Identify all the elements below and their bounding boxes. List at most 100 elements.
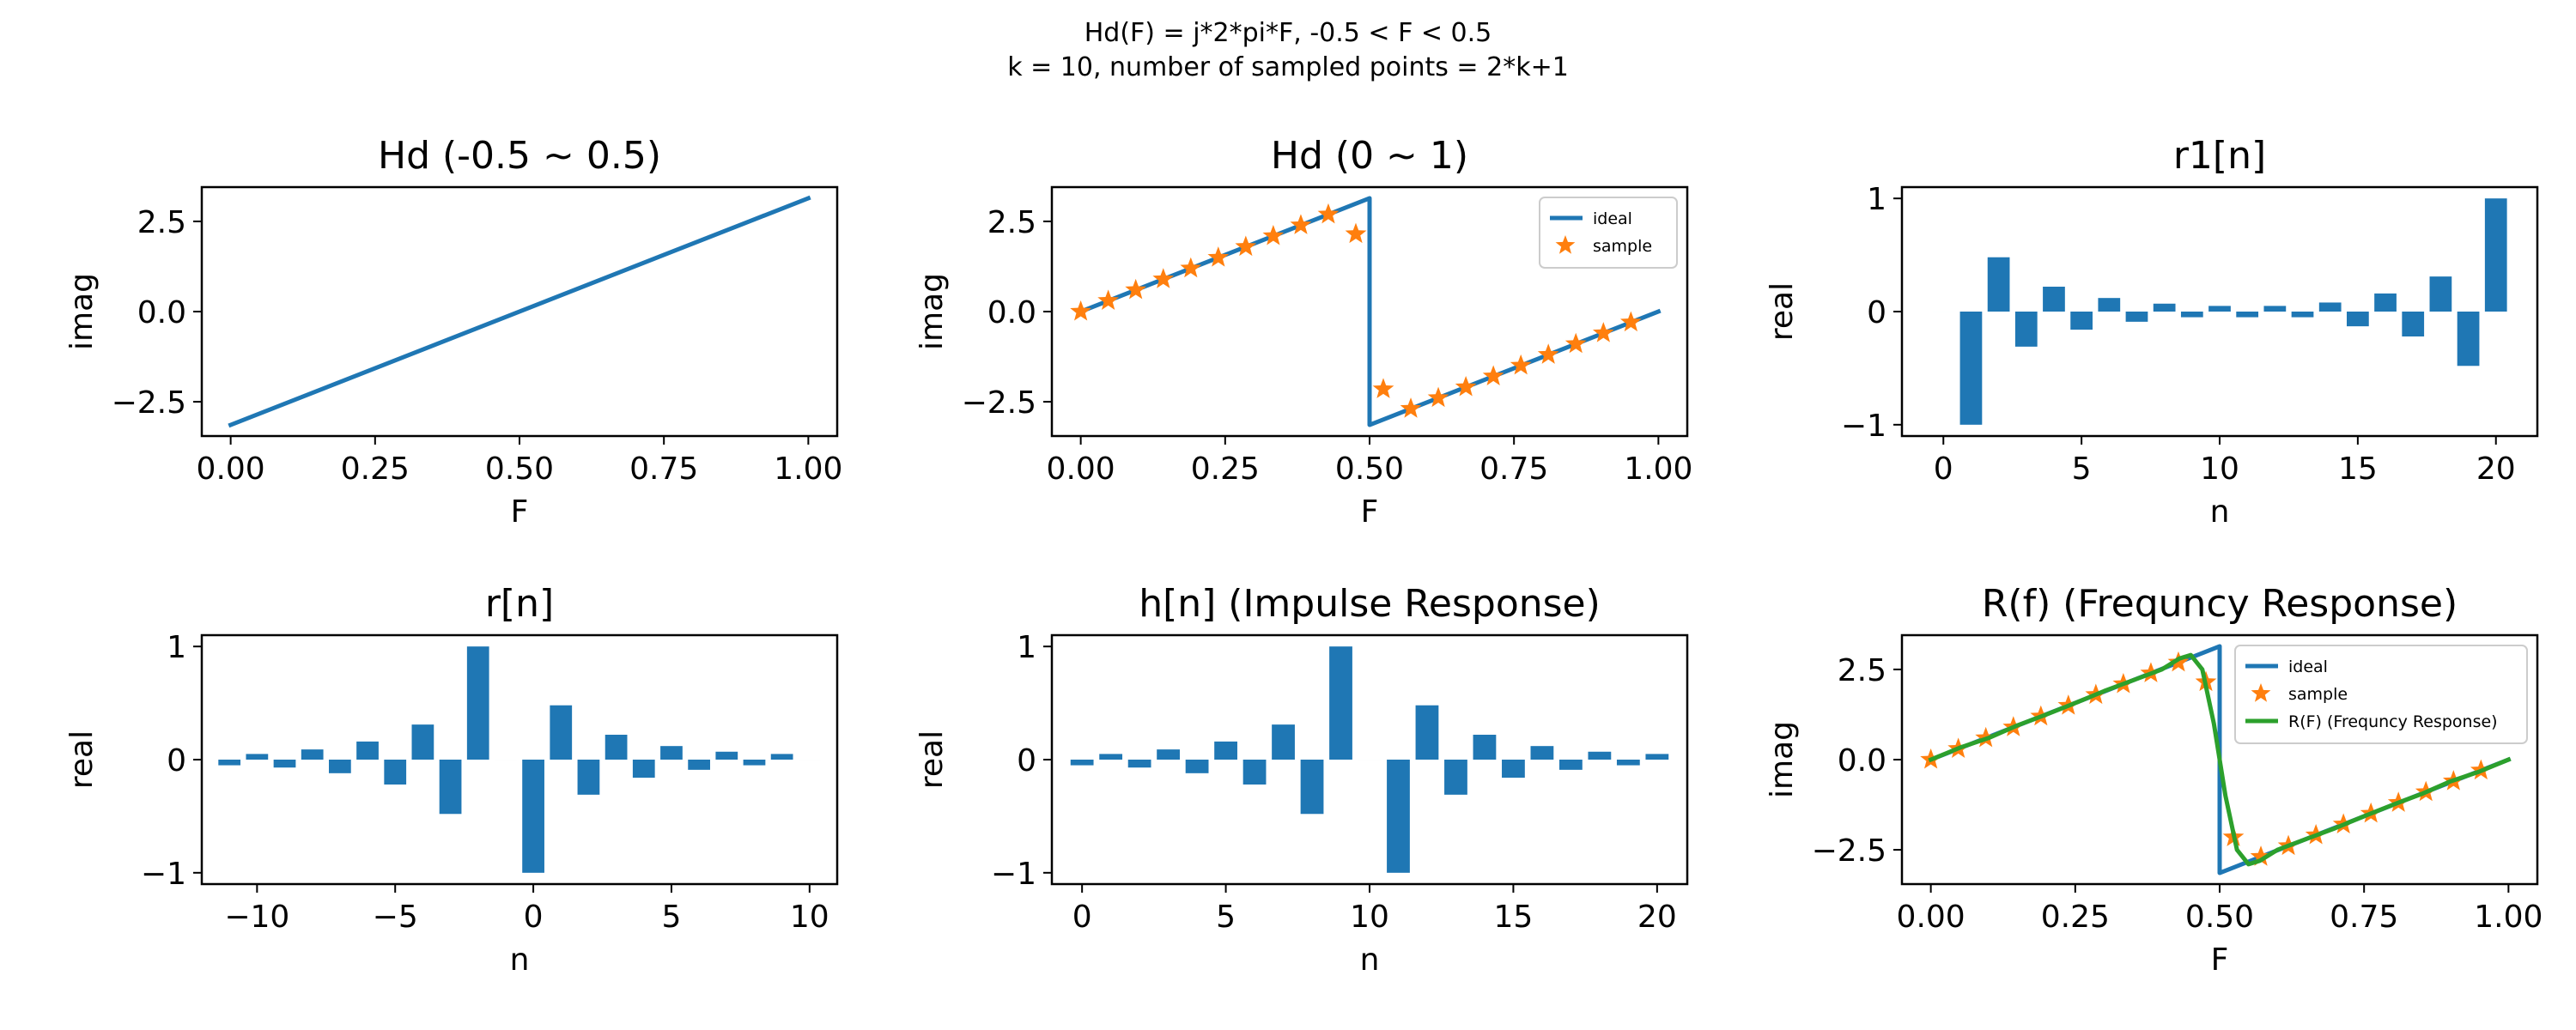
x-tick-label: 0: [1072, 900, 1092, 935]
plot-area: [1070, 646, 1669, 873]
bar-h-n15: [1502, 760, 1525, 779]
bar-h-n13: [1444, 760, 1467, 795]
plot-area: [1932, 198, 2507, 425]
bar-r-n-6: [356, 741, 379, 760]
bar-h-n18: [1588, 751, 1612, 760]
x-tick-label: 0.50: [485, 451, 554, 487]
subplot-grid: 0.0 0 0.25 0.50 0.75 1.00 −2.5 0.0 2.5 Hd (-0.5 ~…: [64, 134, 2543, 978]
y-tick-label: 2.5: [1838, 653, 1886, 688]
bar-r1-n3: [2014, 312, 2038, 347]
suptitle-line2: k = 10, number of sampled points = 2*k+1: [1007, 52, 1569, 82]
legend-label-1: sample: [2288, 685, 2348, 704]
bar-h-n16: [1530, 746, 1554, 760]
bar-r-n5: [660, 746, 683, 760]
bar-h-n0: [1070, 760, 1094, 766]
bar-r1-n10: [2208, 306, 2231, 312]
sample-point-rf-12: [2250, 845, 2272, 866]
y-tick-label: −1: [991, 857, 1036, 892]
subplot-title: h[n] (Impulse Response): [1139, 582, 1601, 626]
bar-h-n12: [1415, 705, 1439, 760]
x-tick-label: 5: [1216, 900, 1236, 935]
y-tick-label: −1: [1841, 409, 1886, 444]
bar-r1-n16: [2374, 293, 2397, 312]
plot-area: [218, 646, 821, 873]
legend-label-0: ideal: [1593, 209, 1632, 228]
legend-label-2: R(F) (Frequncy Response): [2288, 712, 2498, 731]
bar-r1-n11: [2236, 312, 2259, 318]
y-tick-label: −2.5: [962, 385, 1036, 421]
x-tick-label: 10: [2200, 451, 2239, 487]
x-tick-label: 0: [1934, 451, 1953, 487]
y-tick-label: 0.0: [987, 295, 1036, 330]
y-tick-label: −2.5: [1812, 833, 1886, 869]
sample-point-hd_shifted-9: [1317, 203, 1340, 224]
bar-r1-n20: [2484, 198, 2507, 312]
bar-r-n-9: [273, 760, 296, 768]
bar-r-n3: [605, 735, 628, 760]
sample-point-hd_shifted-1: [1097, 289, 1120, 310]
sample-point-hd_shifted-14: [1455, 376, 1477, 397]
subplot-hd_centered: 0.00 0.25 0.50 0.75 1.00 −2.5 0.0 2.5 Hd (-0.5 ~…: [64, 134, 842, 530]
x-tick-label: 20: [2476, 451, 2516, 487]
sample-point-hd_shifted-10: [1345, 222, 1367, 244]
y-tick-label: 1: [1867, 182, 1886, 217]
subplot-title: R(f) (Frequncy Response): [1982, 582, 2458, 626]
bar-r1-n6: [2098, 298, 2121, 312]
sample-point-hd_shifted-12: [1400, 397, 1422, 418]
bar-h-n17: [1559, 760, 1583, 770]
bar-r-n7: [715, 751, 738, 760]
bar-r-n0: [522, 760, 544, 873]
x-tick-label: −5: [373, 900, 418, 935]
x-axis-label: n: [2210, 494, 2230, 530]
sample-point-hd_shifted-20: [1619, 311, 1642, 332]
bar-r-n-2: [466, 646, 489, 760]
bar-r1-n12: [2263, 306, 2287, 312]
x-tick-label: 0.25: [341, 451, 410, 487]
sample-point-hd_shifted-8: [1290, 214, 1312, 234]
y-tick-label: 0.0: [1838, 743, 1886, 779]
sample-point-hd_shifted-4: [1180, 257, 1202, 278]
y-tick-label: 2.5: [137, 205, 186, 240]
x-tick-label: 5: [662, 900, 682, 935]
bar-h-n2: [1127, 760, 1151, 768]
sample-point-hd_shifted-7: [1262, 224, 1285, 245]
bar-h-n3: [1157, 749, 1181, 760]
subplot-title: r1[n]: [2173, 134, 2266, 178]
bar-h-n4: [1185, 760, 1209, 773]
y-tick-label: 0.0: [137, 295, 186, 330]
plot-area: [228, 195, 811, 428]
x-tick-label: 0.75: [1479, 451, 1548, 487]
sample-point-hd_shifted-11: [1372, 378, 1394, 398]
plot-area: [1070, 196, 1662, 427]
subplot-r1: 0 5 10 15 20 −1 0 1 r1[n] n real: [1765, 134, 2539, 530]
x-tick-label: 0.50: [1335, 451, 1404, 487]
bar-r-n8: [743, 760, 766, 766]
bar-r1-n5: [2070, 312, 2093, 330]
bar-r-n-10: [246, 754, 269, 760]
bar-h-n20: [1645, 754, 1669, 760]
sample-point-hd_shifted-13: [1427, 386, 1449, 408]
legend-marker-1: [2251, 683, 2271, 702]
bar-r-n9: [770, 754, 793, 760]
suptitle-line1: Hd(F) = j*2*pi*F, -0.5 < F < 0.5: [1084, 18, 1492, 48]
x-tick-label: 0.75: [2330, 900, 2398, 935]
y-axis-label: real: [1765, 282, 1800, 341]
bar-r1-n19: [2457, 312, 2480, 367]
x-axis-label: n: [510, 942, 530, 978]
x-tick-label: 0: [524, 900, 544, 935]
bar-r1-n17: [2402, 312, 2425, 336]
x-tick-label: 0.25: [1191, 451, 1260, 487]
subplot-title: Hd (-0.5 ~ 0.5): [378, 134, 661, 178]
sample-point-hd_shifted-0: [1070, 300, 1091, 321]
x-tick-label: 1.00: [774, 451, 842, 487]
bar-r-n6: [688, 760, 710, 770]
x-tick-label: 10: [790, 900, 829, 935]
line-rf-2: [1928, 652, 2512, 867]
x-tick-label: −10: [224, 900, 289, 935]
bar-r-n-11: [218, 760, 241, 766]
legend-label-0: ideal: [2288, 657, 2328, 676]
sample-point-hd_shifted-19: [1592, 322, 1614, 342]
bar-r-n-7: [329, 760, 351, 773]
x-axis-label: F: [2211, 942, 2229, 978]
subplot-title: Hd (0 ~ 1): [1271, 134, 1468, 178]
